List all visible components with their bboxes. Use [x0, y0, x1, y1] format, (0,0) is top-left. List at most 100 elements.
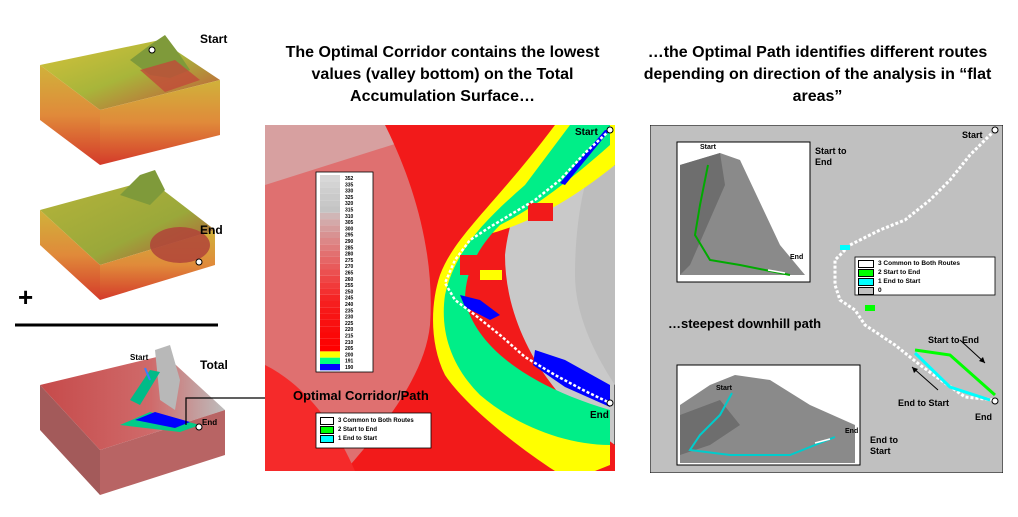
scale-value-label: 225	[345, 321, 354, 327]
scale-value-label: 320	[345, 201, 354, 207]
scale-value-label: 290	[345, 239, 354, 245]
scale-swatch	[320, 238, 340, 245]
total-terrain-label: Total	[200, 358, 228, 372]
legend-item: 3 Common to Both Routes	[320, 416, 430, 425]
end-to-start-caption: End to Start	[870, 435, 898, 456]
center-route-legend	[315, 412, 432, 449]
scale-value-label: 285	[345, 245, 354, 251]
inset-end-to-start-terrain	[676, 364, 861, 466]
right-heading: …the Optimal Path identifies different r…	[643, 44, 992, 105]
legend-label: 1 End to Start	[338, 435, 378, 442]
scale-swatch	[320, 206, 340, 213]
inset2-end-label: End	[845, 428, 859, 435]
end-terrain-block	[40, 170, 215, 300]
legend-item: 2 Start to End	[858, 268, 994, 277]
scale-value-label: 215	[345, 334, 354, 340]
legend-swatch	[320, 425, 334, 434]
scale-value-label: 230	[345, 315, 354, 321]
value-scale: 3523353303253203153103053002952902852802…	[315, 171, 374, 373]
scale-swatch	[320, 319, 340, 327]
legend-label: 3 Common to Both Routes	[338, 417, 414, 424]
scale-swatch	[320, 269, 340, 276]
scale-swatch	[320, 275, 340, 283]
scale-swatch	[320, 332, 340, 339]
start-terrain-label: Start	[200, 32, 228, 46]
legend-item: 0	[858, 286, 994, 295]
total-start-label: Start	[130, 353, 149, 362]
legend-swatch	[858, 259, 874, 268]
scale-swatch	[320, 294, 340, 301]
scale-value-label: 295	[345, 233, 354, 239]
scale-value-label: 310	[345, 214, 354, 220]
scale-value-label: 220	[345, 327, 354, 333]
scale-value-label: 205	[345, 346, 354, 352]
legend-item: 1 End to Start	[320, 434, 430, 443]
scale-value-label: 280	[345, 252, 354, 258]
legend-label: 1 End to Start	[878, 278, 921, 285]
scale-swatch	[320, 200, 340, 207]
scale-swatch	[320, 313, 340, 320]
scale-value-label: 335	[345, 182, 354, 188]
start-to-end-caption: Start to End	[815, 146, 847, 167]
scale-value-label: 265	[345, 271, 354, 277]
legend-item: 2 Start to End	[320, 425, 430, 434]
scale-swatch	[320, 187, 340, 194]
scale-swatch	[320, 175, 340, 182]
scale-swatch	[320, 212, 340, 220]
scale-value-label: 191	[345, 359, 354, 365]
scale-value-label: 315	[345, 208, 354, 214]
scale-swatch	[320, 250, 340, 257]
scale-swatch	[320, 244, 340, 251]
total-terrain-block	[40, 345, 225, 495]
arrow-start-to-end-label: Start to End	[928, 335, 979, 345]
optimal-corridor-callout: Optimal Corridor/Path	[293, 388, 429, 403]
legend-label: 0	[878, 287, 882, 294]
inset-start-label: Start	[700, 144, 716, 151]
scale-value-label: 255	[345, 283, 354, 289]
scale-swatch	[320, 307, 340, 314]
legend-swatch	[320, 434, 334, 443]
scale-swatch	[320, 219, 340, 226]
start-terrain-block	[40, 35, 220, 165]
legend-swatch	[858, 286, 874, 295]
scale-value-label: 190	[345, 365, 354, 371]
right-start-label: Start	[962, 130, 983, 140]
scale-swatch	[320, 357, 340, 364]
scale-value-label: 275	[345, 258, 354, 264]
scale-value-label: 235	[345, 308, 354, 314]
scale-swatch	[320, 326, 340, 333]
scale-swatch	[320, 351, 340, 358]
legend-label: 2 Start to End	[338, 426, 378, 433]
route-comparison-map	[650, 125, 1003, 473]
scale-swatch	[320, 256, 340, 264]
scale-swatch	[320, 181, 340, 188]
inset-start-to-end-terrain	[676, 141, 811, 283]
scale-value-label: 325	[345, 195, 354, 201]
scale-swatch	[320, 282, 340, 289]
plus-sign: +	[18, 282, 33, 312]
legend-label: 2 Start to End	[878, 269, 921, 276]
accumulation-surface-map: 3523353303253203153103053002952902852802…	[265, 125, 615, 471]
scale-swatch	[320, 263, 340, 270]
inset-end-label: End	[790, 254, 804, 261]
legend-swatch	[858, 277, 874, 286]
inset2-start-label: Start	[716, 385, 732, 392]
center-start-label: Start	[575, 127, 598, 138]
center-heading: The Optimal Corridor contains the lowest…	[285, 44, 600, 105]
steepest-downhill-caption: …steepest downhill path	[668, 316, 822, 331]
legend-label: 3 Common to Both Routes	[878, 260, 960, 267]
scale-swatch	[320, 231, 340, 238]
left-terrain-stack: +	[15, 35, 225, 495]
scale-swatch	[320, 345, 340, 352]
scale-value-label: 200	[345, 352, 354, 358]
right-end-label: End	[975, 412, 992, 422]
legend-swatch	[858, 268, 874, 277]
right-route-legend	[854, 256, 996, 296]
legend-item: 1 End to Start	[858, 277, 994, 286]
scale-value-label: 300	[345, 226, 354, 232]
scale-swatch	[320, 193, 340, 201]
right-legend-items: 3 Common to Both Routes 2 Start to End 1…	[858, 259, 994, 295]
legend-item: 3 Common to Both Routes	[858, 259, 994, 268]
scale-swatch	[320, 225, 340, 232]
scale-value-label: 260	[345, 277, 354, 283]
